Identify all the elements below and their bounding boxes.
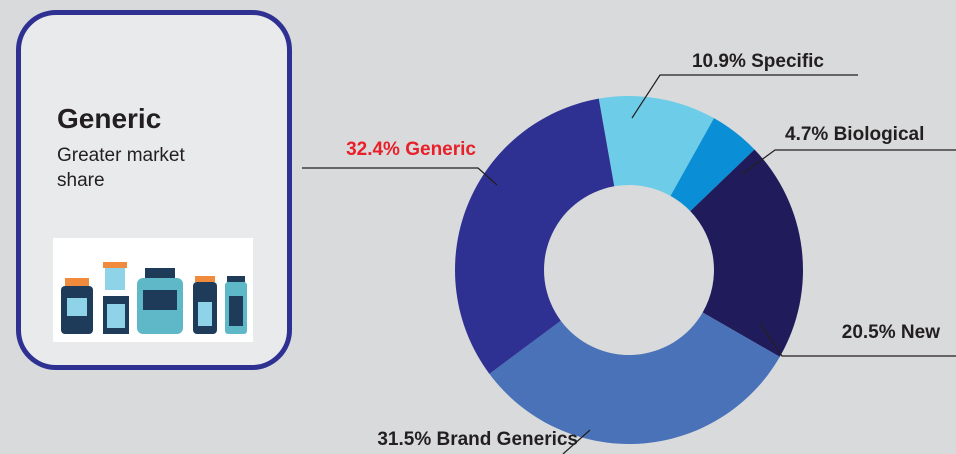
leader-line (562, 429, 591, 454)
leader-line (759, 322, 956, 357)
slice-label: 20.5% New (842, 322, 940, 343)
slice-label: 10.9% Specific (692, 51, 824, 72)
leader-line (631, 74, 858, 119)
card-text: Greater market share (57, 145, 185, 191)
slice-label: 32.4% Generic (346, 139, 476, 160)
leader-line (741, 149, 956, 175)
slice-label: 4.7% Biological (785, 124, 924, 145)
donut-slice (489, 312, 780, 445)
leader-line (302, 167, 498, 186)
donut-slice (598, 96, 714, 196)
slice-label: 31.5% Brand Generics (377, 429, 578, 450)
card-title: Generic (57, 103, 162, 134)
donut-slice (670, 118, 755, 212)
donut-slice (690, 149, 803, 357)
info-card: Generic Greater market share (16, 10, 292, 370)
medicine-icon (53, 238, 253, 342)
donut-slice (454, 98, 615, 374)
